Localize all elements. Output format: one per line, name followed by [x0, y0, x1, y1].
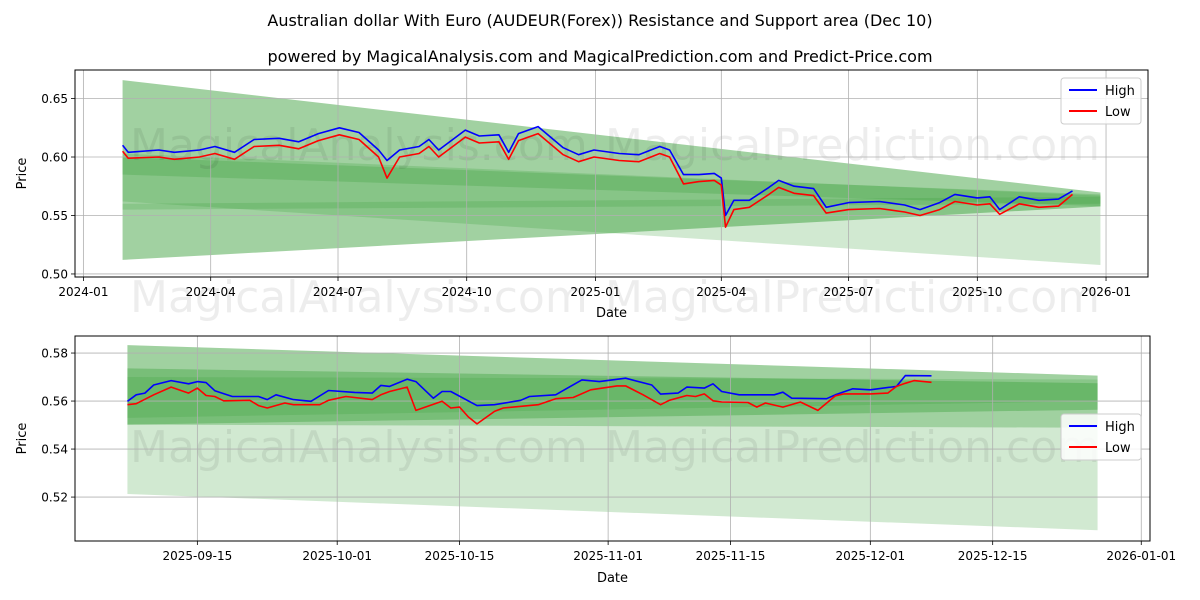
x-tick-label: 2024-04 — [186, 285, 236, 299]
chart-subtitle: powered by MagicalAnalysis.com and Magic… — [267, 47, 932, 66]
legend-label-high: High — [1105, 84, 1135, 99]
y-tick-label: 0.60 — [41, 151, 68, 165]
watermark-text: MagicalPrediction.com — [605, 422, 1100, 473]
resistance-support-band — [122, 153, 1101, 265]
x-tick-label: 2025-07 — [824, 285, 874, 299]
legend-label-low: Low — [1105, 105, 1131, 120]
x-tick-label: 2024-01 — [58, 285, 108, 299]
legend: High Low — [1060, 77, 1142, 125]
x-tick-label: 2026-01-01 — [1106, 549, 1176, 563]
x-tick-label: 2025-11-15 — [696, 549, 766, 563]
x-tick-label: 2024-10 — [442, 285, 492, 299]
x-tick-label: 2025-01 — [570, 285, 620, 299]
y-tick-label: 0.55 — [41, 209, 68, 223]
x-tick-label: 2026-01 — [1081, 285, 1131, 299]
axes-frame — [74, 69, 1149, 278]
legend-label-high: High — [1105, 420, 1135, 435]
watermark-text: MagicalPrediction.com — [605, 272, 1100, 323]
y-axis-label: Price — [15, 423, 30, 455]
x-tick-label: 2025-12-15 — [958, 549, 1028, 563]
series-line-low — [127, 379, 932, 425]
x-axis-label: Date — [597, 571, 628, 586]
x-tick-label: 2025-09-15 — [162, 549, 232, 563]
x-tick-label: 2025-12-01 — [835, 549, 905, 563]
y-tick-label: 0.52 — [41, 491, 68, 505]
top-chart-full-history: MagicalAnalysis.com MagicalPrediction.com… — [15, 69, 1149, 323]
x-tick-label: 2025-11-01 — [573, 549, 643, 563]
resistance-support-band — [122, 196, 1101, 210]
watermark-text: MagicalAnalysis.com — [130, 422, 588, 473]
x-tick-label: 2025-10-01 — [302, 549, 372, 563]
resistance-support-band — [127, 368, 1098, 425]
series-line-high — [126, 374, 932, 407]
axes-frame — [74, 335, 1151, 542]
resistance-support-band — [122, 157, 1101, 207]
y-tick-label: 0.65 — [41, 92, 68, 106]
resistance-support-band — [122, 80, 1101, 260]
resistance-support-band — [127, 345, 1098, 531]
legend-label-low: Low — [1105, 441, 1131, 456]
x-tick-label: 2025-10-15 — [425, 549, 495, 563]
watermark-text: MagicalAnalysis.com — [130, 272, 588, 323]
x-tick-label: 2024-07 — [313, 285, 363, 299]
series-line-low — [121, 132, 1074, 228]
y-tick-label: 0.58 — [41, 347, 68, 361]
chart-title: Australian dollar With Euro (AUDEUR(Fore… — [267, 11, 932, 30]
bottom-chart-recent: MagicalAnalysis.com MagicalPrediction.com… — [15, 335, 1176, 586]
watermark-text: MagicalPrediction.com — [605, 120, 1100, 171]
y-axis-label: Price — [15, 158, 30, 190]
x-tick-label: 2025-04 — [696, 285, 746, 299]
x-tick-label: 2025-10 — [952, 285, 1002, 299]
x-axis-label: Date — [596, 306, 627, 321]
series-line-high — [121, 125, 1073, 217]
y-tick-label: 0.50 — [41, 267, 68, 281]
y-tick-label: 0.54 — [41, 443, 68, 457]
legend: High Low — [1060, 413, 1142, 461]
watermark-text: MagicalAnalysis.com — [130, 120, 588, 171]
y-tick-label: 0.56 — [41, 395, 68, 409]
resistance-support-band — [127, 377, 1098, 418]
